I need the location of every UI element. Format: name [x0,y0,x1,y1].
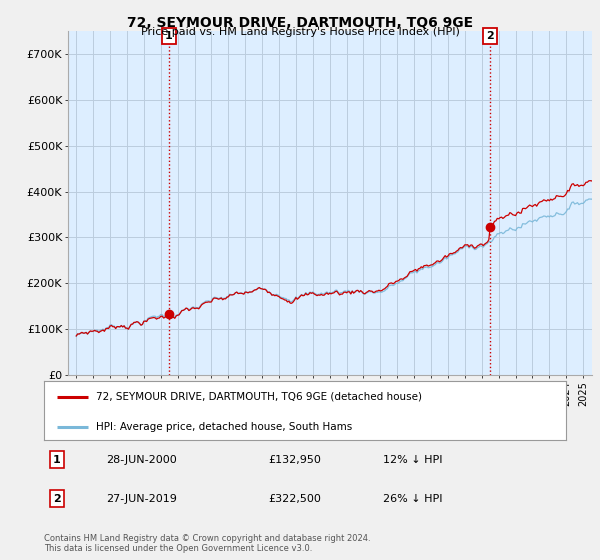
Text: 1: 1 [53,455,61,465]
Text: 72, SEYMOUR DRIVE, DARTMOUTH, TQ6 9GE (detached house): 72, SEYMOUR DRIVE, DARTMOUTH, TQ6 9GE (d… [96,391,422,402]
Text: 26% ↓ HPI: 26% ↓ HPI [383,494,443,504]
Text: 1: 1 [165,31,173,41]
Text: 28-JUN-2000: 28-JUN-2000 [106,455,177,465]
Text: £132,950: £132,950 [268,455,321,465]
Text: £322,500: £322,500 [268,494,321,504]
Text: 72, SEYMOUR DRIVE, DARTMOUTH, TQ6 9GE: 72, SEYMOUR DRIVE, DARTMOUTH, TQ6 9GE [127,16,473,30]
Text: 27-JUN-2019: 27-JUN-2019 [106,494,178,504]
Text: 2: 2 [486,31,494,41]
Text: Price paid vs. HM Land Registry's House Price Index (HPI): Price paid vs. HM Land Registry's House … [140,27,460,37]
Text: HPI: Average price, detached house, South Hams: HPI: Average price, detached house, Sout… [96,422,352,432]
Text: 12% ↓ HPI: 12% ↓ HPI [383,455,443,465]
Text: 2: 2 [53,494,61,504]
Text: Contains HM Land Registry data © Crown copyright and database right 2024.
This d: Contains HM Land Registry data © Crown c… [44,534,370,553]
